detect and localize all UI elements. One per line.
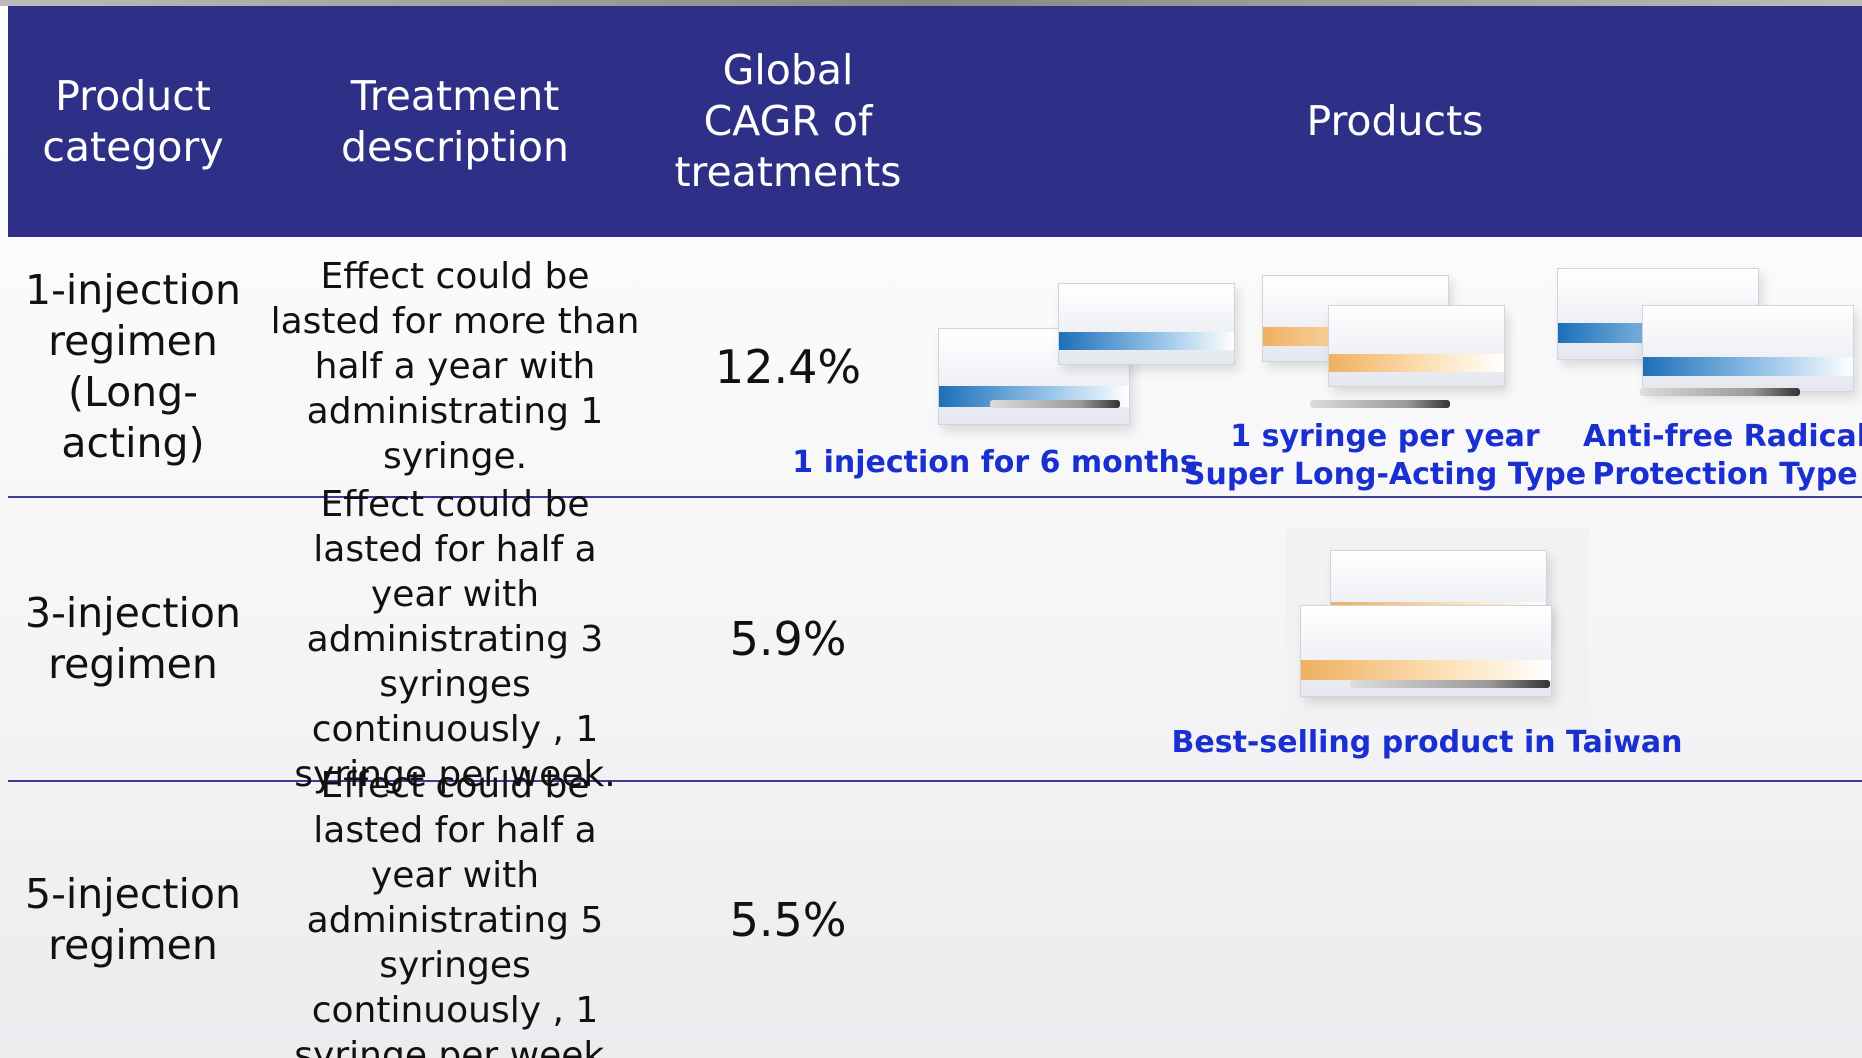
cagr: 5.9% [670, 498, 906, 780]
product-caption: 1 injection for 6 months [792, 444, 1197, 482]
description: Effect could be lasted for more than hal… [270, 237, 640, 496]
category: 3-injection regimen [18, 498, 248, 780]
product-caption: Best-selling product in Taiwan [1172, 724, 1683, 762]
cagr: 5.5% [670, 782, 906, 1058]
slide: Product category Treatment description G… [0, 0, 1862, 1058]
header-cell: Treatment description [320, 6, 590, 237]
category: 5-injection regimen [18, 782, 248, 1058]
category: 1-injection regimen (Long-acting) [18, 237, 248, 496]
syringe [1640, 388, 1800, 396]
syringe [990, 400, 1120, 408]
syringe [1310, 400, 1450, 408]
syringe [1350, 680, 1550, 688]
product-image [1058, 283, 1235, 365]
header-cell: Products [920, 6, 1862, 237]
product-image [1328, 305, 1505, 387]
description: Effect could be lasted for half a year w… [270, 782, 640, 1058]
header-cell: Global CAGR of treatments [670, 6, 906, 237]
header-cell: Product category [18, 6, 248, 237]
description: Effect could be lasted for half a year w… [270, 498, 640, 780]
product-image [1642, 305, 1854, 392]
